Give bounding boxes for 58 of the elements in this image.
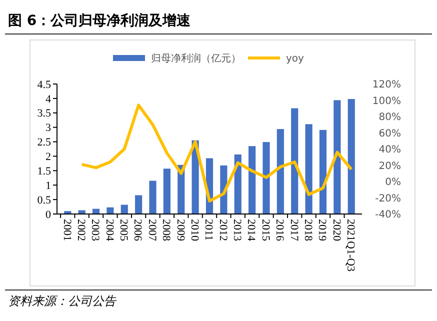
bar (334, 100, 341, 214)
y2-tick-label: 60% (378, 128, 401, 140)
x-tick-label: 2004 (103, 219, 116, 242)
y-tick-label: 0 (46, 208, 52, 221)
bar (305, 124, 312, 214)
y2-tick-label: 100% (372, 96, 401, 107)
bar (120, 204, 128, 214)
x-tick-label: 2001 (60, 219, 73, 241)
y2-tick-label: 40% (378, 144, 401, 156)
line-series (80, 104, 353, 202)
y-tick-label: 3.5 (37, 108, 52, 120)
x-tick-label: 2008 (160, 219, 172, 242)
y2-tick-label: 20% (378, 160, 401, 172)
bar (319, 130, 327, 214)
bar (135, 195, 142, 214)
legend-label: yoy (286, 54, 304, 64)
x-tick-label: 2002 (74, 219, 87, 241)
x-tick-label: 2013 (231, 219, 244, 242)
chart-title: 图 6：公司归母净利润及增速 (8, 12, 192, 29)
y-tick-label: 4 (46, 93, 52, 106)
bar (149, 180, 156, 214)
text: 资料来源：公司公告 (8, 294, 117, 308)
y-tick-label: 2 (46, 151, 51, 164)
y2-tick-label: -40% (375, 210, 401, 220)
x-tick-label: 2019 (316, 219, 328, 242)
bar (276, 129, 284, 214)
x-tick-label: 2005 (118, 219, 130, 242)
legend-label: 归母净利润（亿元） (151, 52, 241, 64)
y2-tick-label: -20% (375, 193, 401, 204)
y-tick-label: 2.5 (37, 136, 52, 149)
x-tick-label: 2015 (259, 219, 272, 242)
bar (291, 108, 298, 214)
y-tick-label: 1.5 (37, 166, 52, 178)
x-tick-label: 2012 (216, 219, 229, 241)
bar (78, 210, 86, 214)
x-tick-label: 2011 (202, 219, 215, 241)
y-tick-label: 4.5 (37, 78, 52, 91)
y-tick-label: 1 (46, 180, 51, 192)
x-tick-label: 2006 (132, 219, 144, 242)
y-tick-label: 3 (46, 122, 52, 134)
x-tick-label: 2010 (188, 219, 200, 242)
x-tick-label: 2018 (302, 219, 314, 242)
bar (163, 168, 170, 214)
x-tick-label: 2021Q1-Q3 (344, 219, 357, 272)
x-tick-label: 2017 (288, 219, 300, 242)
y-tick-label: 0.5 (37, 194, 52, 206)
bar (348, 99, 355, 214)
x-tick-label: 2016 (274, 219, 286, 242)
y2-tick-label: 120% (372, 80, 401, 90)
bar (248, 146, 256, 214)
x-tick-label: 2007 (146, 219, 158, 242)
x-tick-label: 2003 (89, 219, 102, 242)
x-tick-label: 2009 (174, 219, 186, 242)
y2-tick-label: 0% (385, 177, 401, 188)
x-tick-label: 2020 (330, 219, 342, 242)
y2-tick-label: 80% (378, 112, 401, 123)
x-tick-label: 2014 (245, 219, 258, 242)
bar (262, 142, 270, 214)
